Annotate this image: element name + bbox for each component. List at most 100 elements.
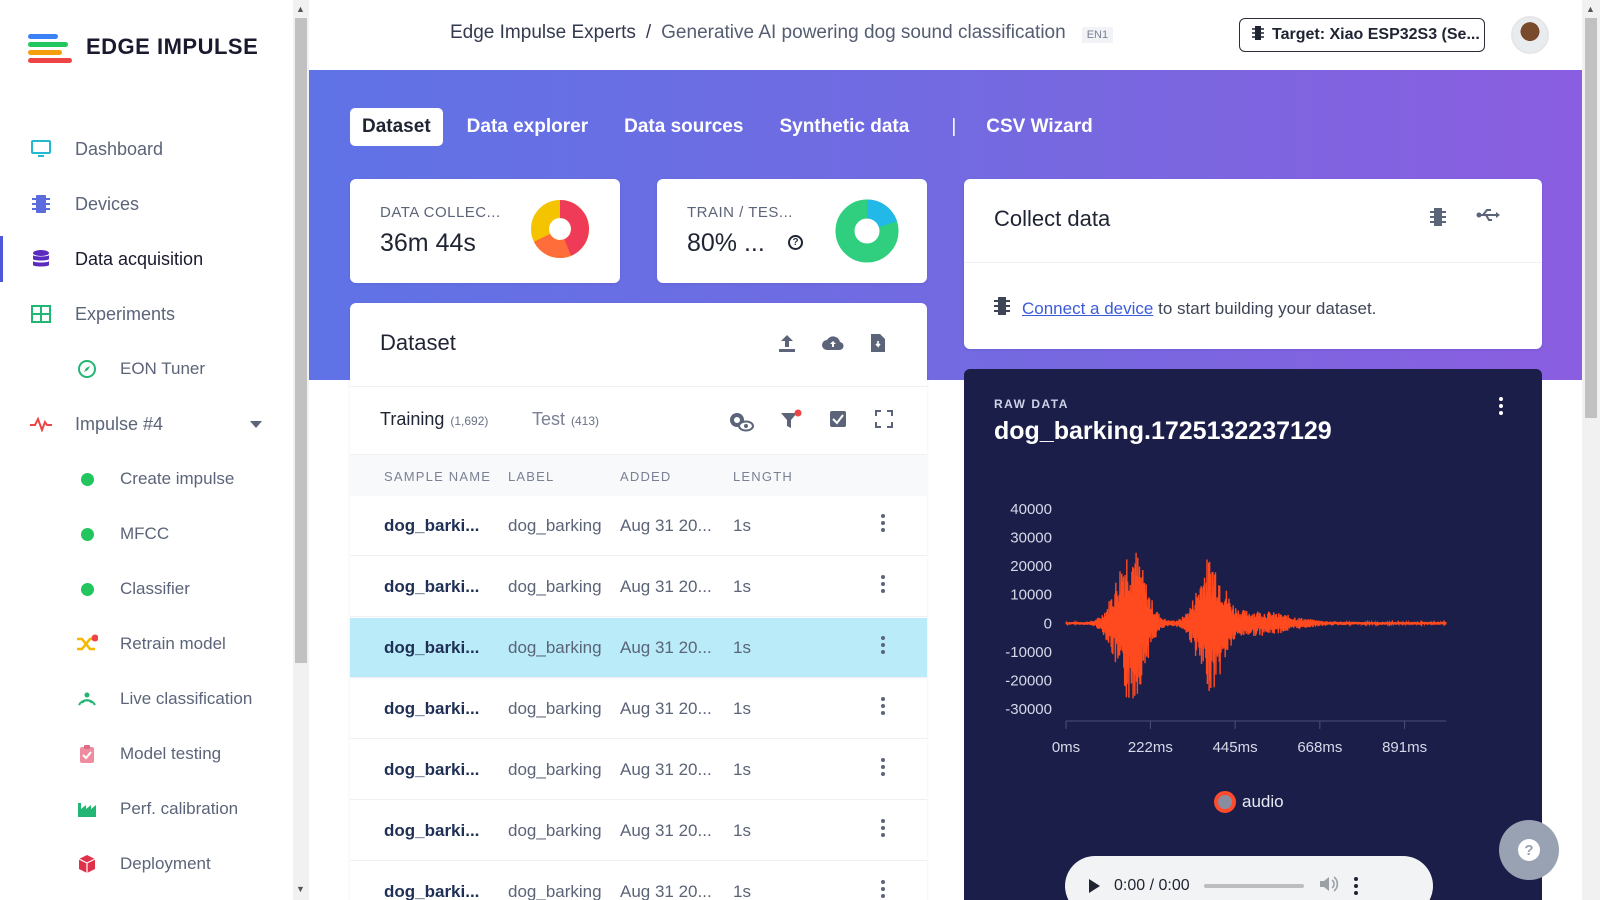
- target-device-button[interactable]: Target: Xiao ESP32S3 (Se...: [1239, 18, 1485, 52]
- scroll-down-arrow-icon[interactable]: ▼: [296, 884, 305, 894]
- sidebar-item-classifier[interactable]: Classifier: [0, 566, 287, 612]
- sidebar-item-experiments[interactable]: Experiments: [0, 291, 287, 337]
- brand-logo[interactable]: EDGE IMPULSE: [28, 32, 258, 63]
- cube-icon: [76, 853, 98, 875]
- row-menu-icon[interactable]: [881, 697, 887, 715]
- row-menu-icon[interactable]: [881, 819, 887, 837]
- row-menu-icon[interactable]: [881, 758, 887, 776]
- connect-device-link[interactable]: Connect a device: [1022, 298, 1154, 318]
- label-cell: dog_barking: [508, 882, 602, 900]
- tab-divider: |: [951, 116, 957, 137]
- sidebar-item-dashboard[interactable]: Dashboard: [0, 126, 287, 172]
- sidebar-item-eon-tuner[interactable]: EON Tuner: [0, 346, 287, 392]
- chart-legend[interactable]: audio: [1214, 791, 1284, 813]
- column-added[interactable]: ADDED: [620, 469, 672, 484]
- table-row[interactable]: dog_barki... dog_barking Aug 31 20... 1s: [350, 496, 927, 556]
- sidebar-item-mfcc[interactable]: MFCC: [0, 511, 287, 557]
- list-actions: [726, 409, 894, 438]
- tab-test[interactable]: Test (413): [532, 409, 599, 430]
- player-time: 0:00 / 0:00: [1114, 877, 1190, 894]
- sidebar-item-live-classification[interactable]: Live classification: [0, 676, 287, 722]
- player-more-icon[interactable]: [1353, 877, 1358, 895]
- dataset-actions: [777, 333, 887, 358]
- tab-synthetic-data[interactable]: Synthetic data: [779, 116, 910, 137]
- x-tick-label: 0ms: [1052, 739, 1080, 756]
- breadcrumb-project[interactable]: Generative AI powering dog sound classif…: [661, 22, 1066, 43]
- y-tick-label: 20000: [1010, 558, 1052, 575]
- chevron-down-icon[interactable]: [250, 421, 262, 428]
- table-header: SAMPLE NAME LABEL ADDED LENGTH: [350, 455, 927, 496]
- row-menu-icon[interactable]: [881, 514, 887, 532]
- table-row[interactable]: dog_barki... dog_barking Aug 31 20... 1s: [350, 862, 927, 900]
- language-badge[interactable]: EN1: [1081, 27, 1114, 43]
- tab-data-explorer[interactable]: Data explorer: [466, 116, 589, 137]
- sample-name-cell[interactable]: dog_barki...: [384, 699, 480, 718]
- fullscreen-icon[interactable]: [874, 409, 894, 438]
- scroll-up-arrow-icon[interactable]: ▲: [1586, 4, 1595, 14]
- table-row[interactable]: dog_barki... dog_barking Aug 31 20... 1s: [350, 557, 927, 617]
- column-sample-name[interactable]: SAMPLE NAME: [384, 469, 492, 484]
- page-scrollbar[interactable]: ▲: [1582, 0, 1600, 900]
- raw-data-chart: 40000 30000 20000 10000 0 -10000 -20000 -30000 0…: [1005, 501, 1447, 756]
- tab-training[interactable]: Training (1,692): [380, 409, 488, 430]
- row-menu-icon[interactable]: [881, 636, 887, 654]
- seek-bar[interactable]: [1203, 884, 1304, 888]
- test-label: Test: [532, 409, 566, 429]
- cloud-upload-icon[interactable]: [821, 333, 845, 358]
- sidebar-item-retrain-model[interactable]: Retrain model: [0, 621, 287, 667]
- edge-impulse-logo-icon: [28, 32, 72, 63]
- upload-icon[interactable]: [777, 333, 797, 358]
- row-menu-icon[interactable]: [881, 575, 887, 593]
- sidebar-item-devices[interactable]: Devices: [0, 181, 287, 227]
- avatar[interactable]: [1511, 16, 1549, 54]
- table-row[interactable]: dog_barki... dog_barking Aug 31 20... 1s: [350, 801, 927, 861]
- shuffle-icon: [76, 633, 98, 655]
- sample-name-cell[interactable]: dog_barki...: [384, 882, 480, 900]
- tab-csv-wizard[interactable]: CSV Wizard: [986, 116, 1093, 137]
- sidebar-item-deployment[interactable]: Deployment: [0, 841, 287, 887]
- sample-name-cell[interactable]: dog_barki...: [384, 760, 480, 779]
- sidebar-item-data-acquisition[interactable]: Data acquisition: [0, 236, 287, 282]
- usb-icon[interactable]: [1476, 207, 1500, 232]
- table-row[interactable]: dog_barki... dog_barking Aug 31 20... 1s: [350, 740, 927, 800]
- monitor-icon: [30, 138, 52, 160]
- breadcrumb-org[interactable]: Edge Impulse Experts: [450, 22, 636, 43]
- volume-icon[interactable]: [1318, 875, 1340, 898]
- column-length[interactable]: LENGTH: [733, 469, 793, 484]
- tab-data-sources[interactable]: Data sources: [624, 116, 744, 137]
- play-icon[interactable]: [1089, 879, 1100, 893]
- filter-icon[interactable]: [780, 409, 802, 438]
- sidebar-scrollbar[interactable]: ▲ ▼: [293, 0, 309, 900]
- column-label[interactable]: LABEL: [508, 469, 555, 484]
- sample-name-cell[interactable]: dog_barki...: [384, 516, 480, 535]
- dataset-panel: Dataset Training (1,692) Test (413) SAMPLE…: [350, 303, 927, 900]
- sidebar-item-label: Retrain model: [120, 634, 226, 653]
- more-vertical-icon[interactable]: [1499, 397, 1503, 415]
- sample-name-cell[interactable]: dog_barki...: [384, 821, 480, 840]
- export-file-icon[interactable]: [869, 333, 887, 358]
- length-cell: 1s: [733, 516, 751, 535]
- sidebar-item-create-impulse[interactable]: Create impulse: [0, 456, 287, 502]
- table-row[interactable]: dog_barki... dog_barking Aug 31 20... 1s: [350, 679, 927, 739]
- train-test-split-card[interactable]: TRAIN / TES... 80% ... ?: [657, 179, 927, 283]
- sample-name-cell[interactable]: dog_barki...: [384, 638, 480, 657]
- tab-dataset[interactable]: Dataset: [350, 108, 443, 146]
- help-circle-icon[interactable]: ?: [788, 235, 803, 250]
- select-checkbox-icon[interactable]: [828, 409, 848, 438]
- data-collected-card[interactable]: DATA COLLEC... 36m 44s: [350, 179, 620, 283]
- sidebar-item-impulse[interactable]: Impulse #4: [0, 401, 287, 447]
- added-cell: Aug 31 20...: [620, 516, 712, 535]
- scroll-up-arrow-icon[interactable]: ▲: [296, 4, 305, 14]
- chip-icon[interactable]: [1430, 207, 1446, 232]
- sample-name-cell[interactable]: dog_barki...: [384, 577, 480, 596]
- sidebar-item-perf-calibration[interactable]: Perf. calibration: [0, 786, 287, 832]
- settings-eye-icon[interactable]: [726, 409, 754, 438]
- x-tick-label: 668ms: [1297, 739, 1342, 756]
- status-dot-icon: [76, 523, 98, 545]
- sidebar-item-model-testing[interactable]: Model testing: [0, 731, 287, 777]
- row-menu-icon[interactable]: [881, 880, 887, 898]
- scrollbar-thumb[interactable]: [1585, 18, 1597, 418]
- table-row[interactable]: dog_barki... dog_barking Aug 31 20... 1s: [350, 618, 927, 678]
- scrollbar-thumb[interactable]: [295, 18, 307, 663]
- help-button[interactable]: ?: [1499, 820, 1559, 880]
